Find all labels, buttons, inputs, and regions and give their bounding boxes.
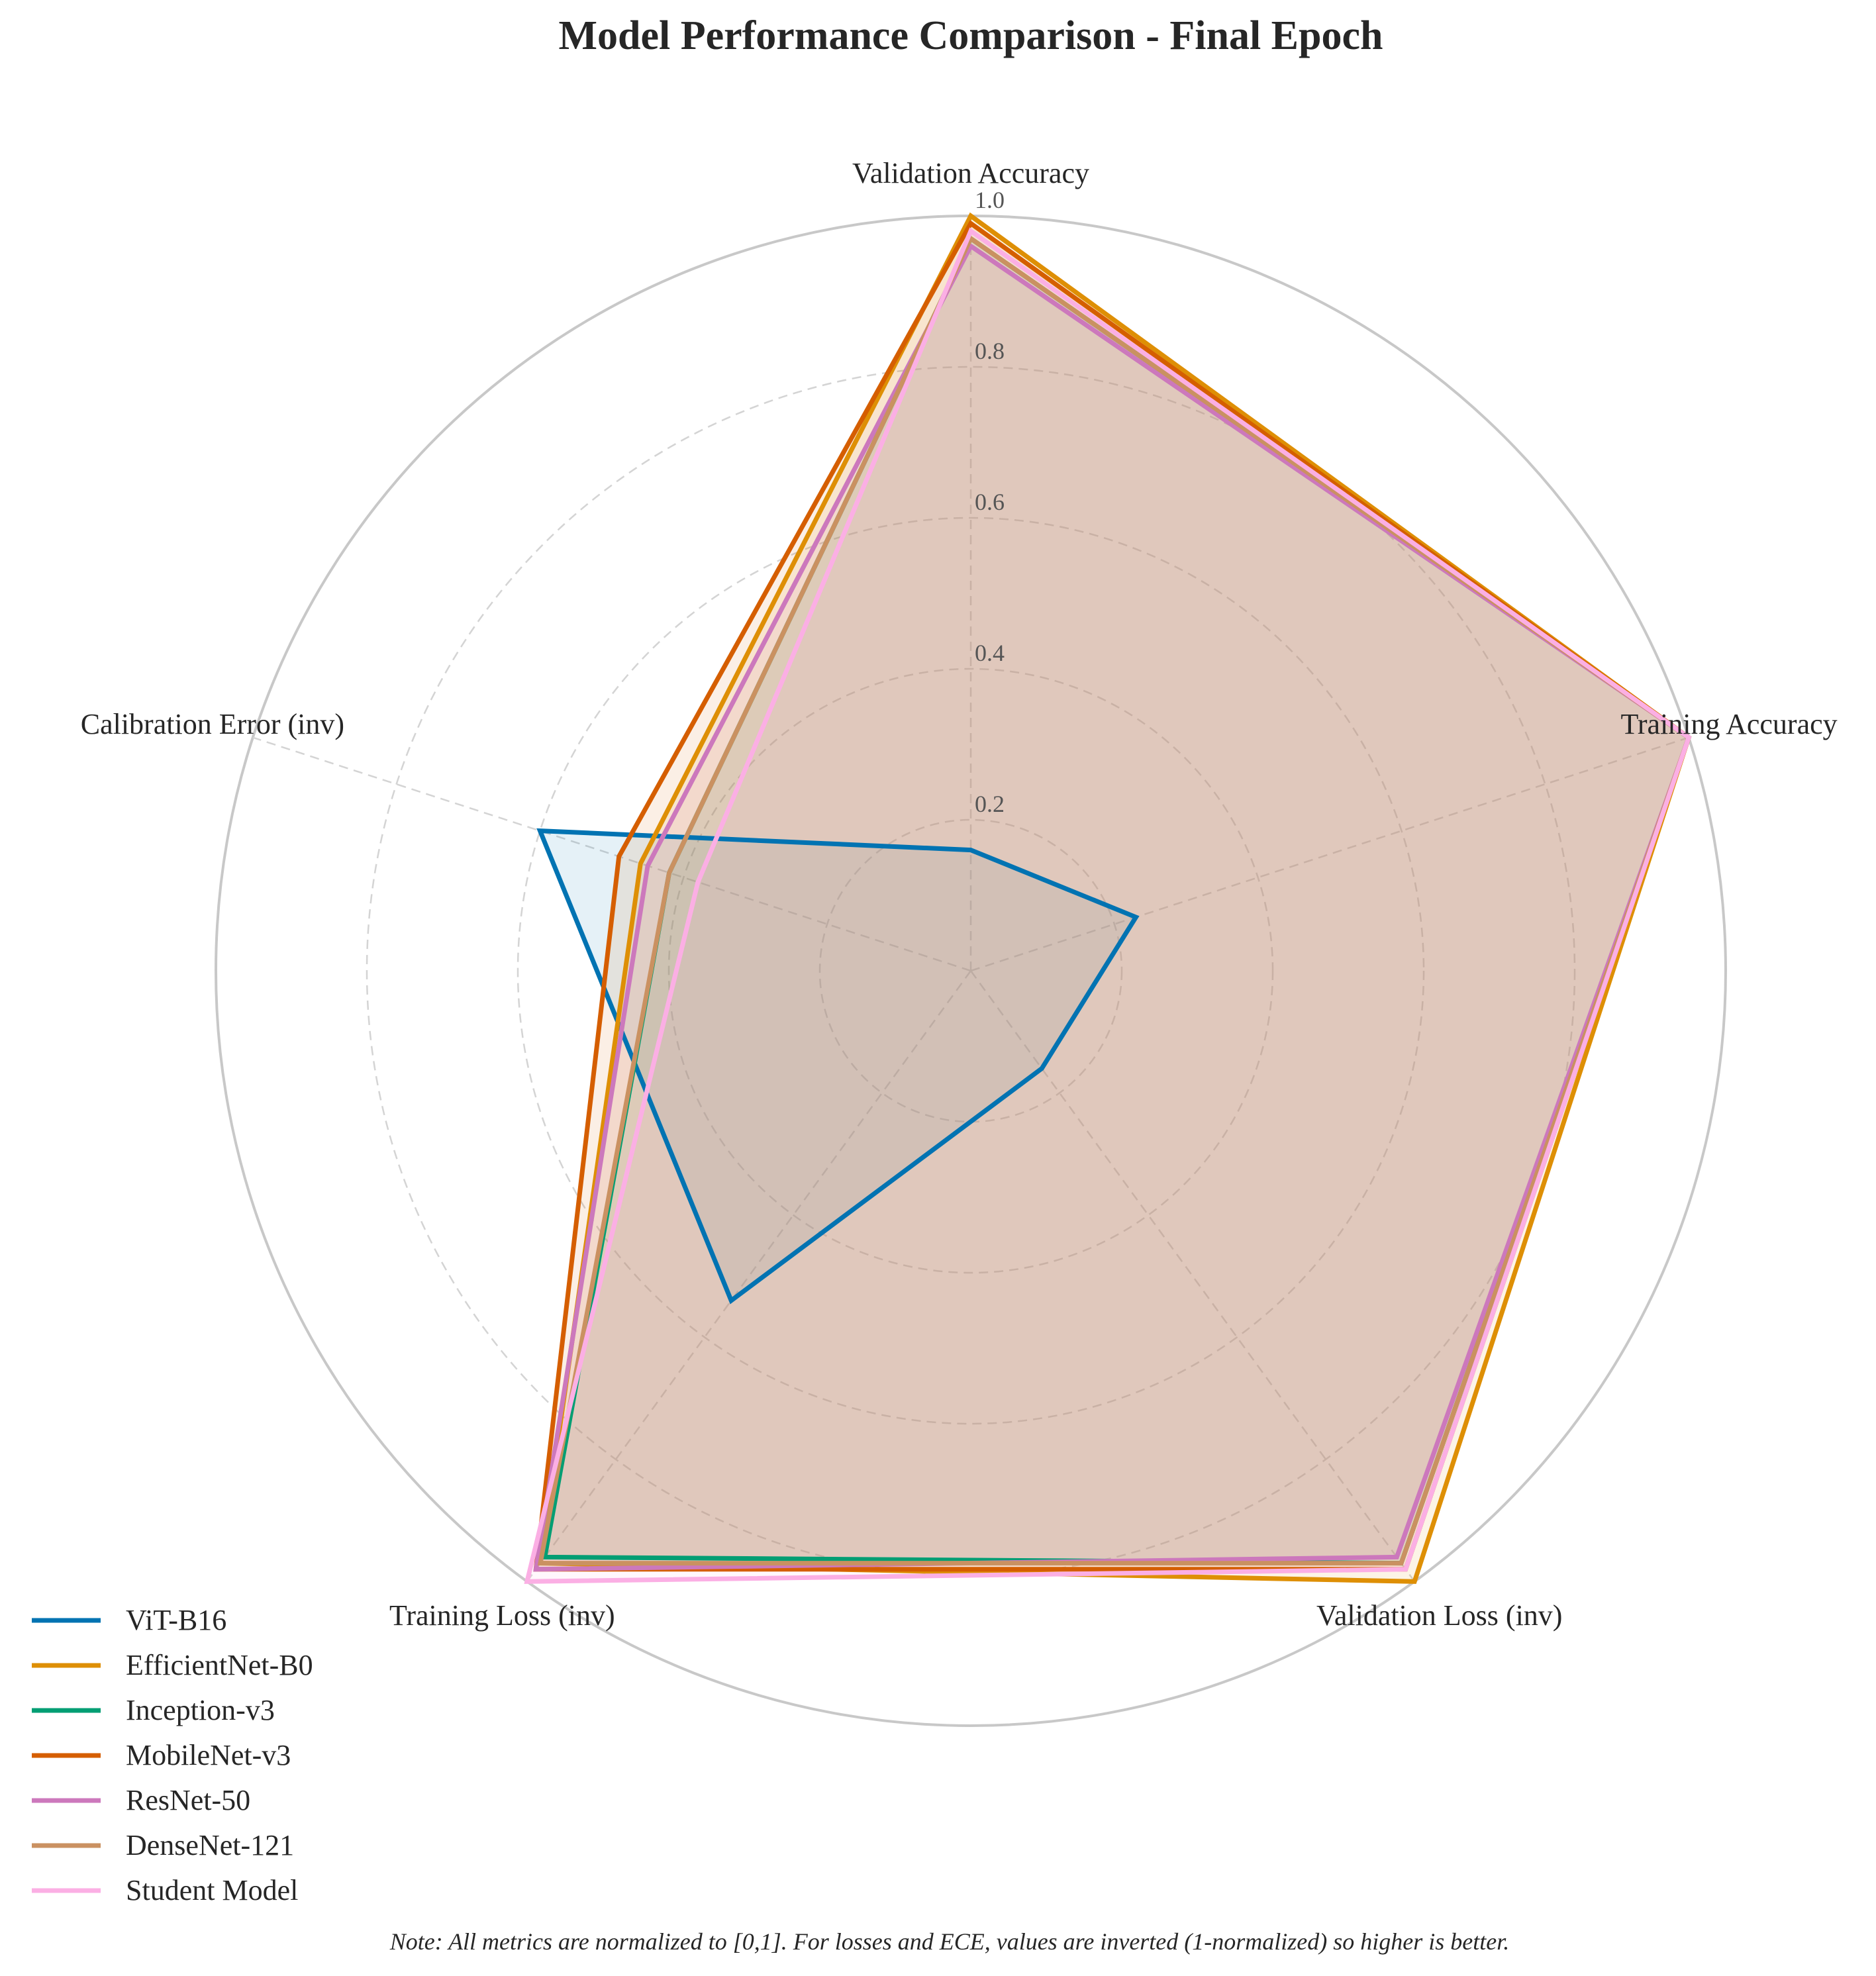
grid-ring [667, 667, 1274, 1274]
radar-series [524, 212, 1692, 1584]
chart-title: Model Performance Comparison - Final Epo… [558, 13, 1383, 58]
axis-label: Calibration Error (inv) [81, 708, 344, 740]
radial-tick-label: 0.2 [975, 791, 1005, 817]
legend-label: DenseNet-121 [126, 1829, 294, 1861]
grid-spoke [252, 736, 971, 972]
axis-label: Training Accuracy [1621, 708, 1838, 740]
radial-tick-label: 0.4 [975, 640, 1005, 666]
axis-labels: Validation Accuracy Training Accuracy Vali… [81, 157, 1838, 1632]
grid-spoke [970, 736, 1689, 972]
axis-label: Validation Loss (inv) [1316, 1599, 1563, 1632]
legend-label: MobileNet-v3 [126, 1739, 291, 1771]
grid-ring [517, 517, 1425, 1425]
grid-spoke [969, 970, 1416, 1583]
legend-label: Inception-v3 [126, 1694, 275, 1726]
axis-label: Training Loss (inv) [389, 1599, 615, 1632]
radial-tick-labels: 0.2 0.4 0.6 0.8 1.0 [975, 187, 1005, 817]
axis-label: Validation Accuracy [852, 157, 1089, 189]
series-area [540, 830, 1136, 1301]
grid-spoke [526, 970, 972, 1583]
series-area [540, 216, 1689, 1582]
radial-tick-label: 0.6 [975, 489, 1005, 515]
radial-tick-label: 0.8 [975, 338, 1005, 364]
series-line [536, 828, 1140, 1305]
legend-label: ResNet-50 [126, 1784, 250, 1816]
legend-label: Student Model [126, 1874, 298, 1906]
series-line [524, 227, 1692, 1584]
legend: ViT-B16 EfficientNet-B0 Inception-v3 Mobile… [32, 1604, 313, 1906]
legend-label: EfficientNet-B0 [126, 1649, 313, 1681]
footnote: Note: All metrics are normalized to [0,1… [389, 1928, 1510, 1955]
radial-tick-label: 1.0 [975, 187, 1005, 213]
legend-label: ViT-B16 [126, 1604, 226, 1636]
